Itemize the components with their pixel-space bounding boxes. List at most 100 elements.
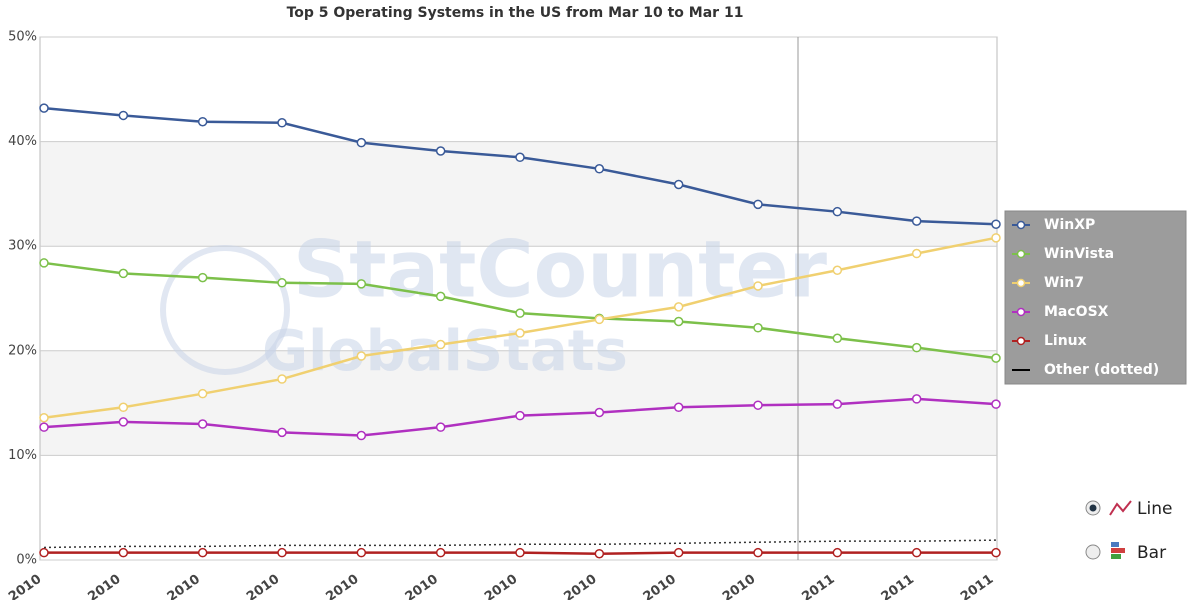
point — [277, 278, 287, 288]
y-tick-label: 10% — [8, 448, 37, 463]
bar-icon — [1111, 548, 1125, 553]
y-tick-label: 30% — [8, 239, 37, 254]
point — [832, 206, 843, 217]
view-control[interactable]: Line Bar — [1085, 499, 1172, 563]
bar-icon — [1111, 554, 1121, 559]
legend-label: MacOSX — [1044, 304, 1109, 320]
x-tick-label: 2010 — [561, 572, 599, 600]
point — [197, 116, 208, 127]
legend-box — [1004, 210, 1187, 385]
point — [118, 268, 129, 279]
series-line — [43, 539, 997, 549]
point — [197, 547, 208, 558]
point — [832, 333, 843, 343]
point — [39, 422, 49, 432]
bar-icon — [1111, 542, 1119, 547]
point — [991, 547, 1001, 558]
point — [911, 547, 922, 558]
point — [753, 323, 763, 333]
x-tick-label: 2010 — [720, 572, 758, 600]
control-label[interactable]: Bar — [1137, 543, 1166, 563]
point — [832, 547, 843, 558]
point — [356, 351, 367, 361]
point — [197, 272, 208, 283]
point — [118, 417, 129, 427]
point — [118, 402, 129, 413]
point — [911, 342, 922, 353]
legend-label: Linux — [1044, 333, 1087, 349]
point — [673, 302, 684, 312]
legend-swatch — [1016, 278, 1026, 288]
point — [356, 430, 367, 441]
point — [277, 118, 287, 128]
chart-title: Top 5 Operating Systems in the US from M… — [287, 5, 744, 21]
point — [594, 548, 605, 559]
point — [911, 394, 922, 404]
point — [197, 419, 208, 429]
point — [594, 164, 605, 174]
x-tick-label: 2010 — [244, 572, 282, 600]
point — [277, 547, 287, 558]
watermark: GlobalStats — [262, 319, 628, 384]
point — [39, 547, 49, 558]
control-label[interactable]: Line — [1137, 499, 1172, 519]
point — [832, 265, 843, 276]
point — [594, 314, 605, 325]
point — [39, 103, 49, 113]
legend-label: Other (dotted) — [1044, 362, 1159, 378]
radio-dot — [1089, 504, 1097, 512]
point — [356, 137, 367, 148]
point — [515, 547, 525, 558]
point — [515, 328, 525, 338]
point — [39, 412, 49, 423]
x-tick-label: 2011 — [958, 572, 996, 600]
legend-swatch — [1016, 220, 1026, 230]
legend-label: Win7 — [1044, 275, 1084, 291]
x-tick-label: 2010 — [482, 572, 520, 600]
x-tick-label: 2010 — [403, 572, 441, 600]
point — [673, 316, 684, 327]
point — [197, 388, 208, 399]
point — [435, 547, 446, 558]
legend-swatch — [1016, 336, 1026, 346]
x-tick-label: 2010 — [6, 572, 44, 600]
y-tick-label: 0% — [16, 553, 37, 568]
point — [991, 233, 1001, 243]
y-tick-label: 20% — [8, 343, 37, 358]
point — [356, 547, 367, 558]
x-tick-label: 2011 — [799, 572, 837, 600]
point — [277, 374, 287, 384]
x-tick-label: 2010 — [323, 572, 361, 600]
point — [753, 199, 763, 210]
x-tick-label: 2010 — [641, 572, 679, 600]
radio[interactable] — [1085, 544, 1101, 560]
point — [435, 422, 446, 432]
point — [594, 407, 605, 418]
legend-swatch — [1016, 307, 1026, 317]
point — [515, 152, 525, 163]
x-tick-label: 2010 — [165, 572, 203, 600]
x-tick-label: 2010 — [85, 572, 123, 600]
point — [435, 339, 446, 350]
watermark: StatCounter — [293, 225, 827, 315]
legend-label: WinVista — [1044, 246, 1114, 262]
point — [673, 179, 684, 190]
point — [356, 279, 367, 289]
point — [435, 291, 446, 302]
x-tick-label: 2011 — [879, 572, 917, 600]
point — [435, 146, 446, 156]
point — [118, 110, 129, 121]
watermark-globe — [160, 245, 290, 375]
point — [673, 547, 684, 558]
point — [832, 399, 843, 409]
point — [673, 402, 684, 413]
legend-label: WinXP — [1044, 217, 1095, 233]
point — [911, 248, 922, 259]
point — [515, 308, 525, 318]
y-tick-label: 50% — [8, 30, 37, 45]
point — [991, 219, 1001, 229]
point — [277, 427, 287, 438]
point — [515, 410, 525, 421]
point — [991, 353, 1001, 363]
